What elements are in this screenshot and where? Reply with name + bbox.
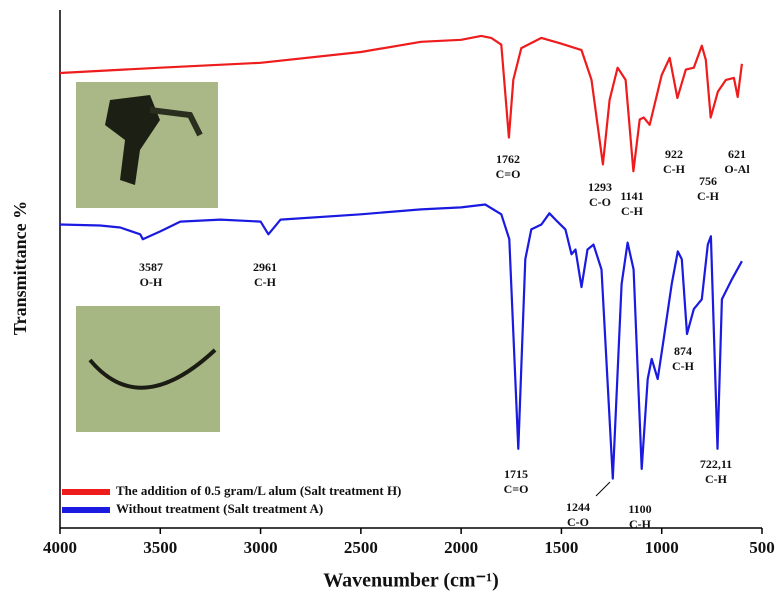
- inset-photo-bottom: [76, 306, 220, 432]
- peak-bond: C-H: [663, 162, 686, 176]
- x-tick-label: 3000: [244, 538, 278, 557]
- y-axis-label: Transmittance %: [10, 201, 30, 335]
- peak-bond: C-H: [621, 204, 644, 218]
- spectrum-line: [59, 34, 743, 173]
- peak-label: 922: [665, 147, 683, 161]
- peak-label: 722,11: [700, 457, 732, 471]
- peak-bond: C-H: [705, 472, 728, 486]
- peak-label: 1293: [588, 180, 612, 194]
- arrow: [595, 481, 611, 497]
- x-tick-label: 2000: [444, 538, 478, 557]
- peak-label: 1141: [620, 189, 643, 203]
- x-tick-label: 3500: [143, 538, 177, 557]
- legend-swatch: [62, 507, 110, 513]
- peak-bond: C-H: [254, 275, 277, 289]
- peak-bond: C-O: [567, 515, 589, 529]
- peak-label: 621: [728, 147, 746, 161]
- peak-bond: O-Al: [724, 162, 750, 176]
- peak-label: 2961: [253, 260, 277, 274]
- inset-photo-top: [76, 82, 218, 208]
- legend-label: The addition of 0.5 gram/L alum (Salt tr…: [116, 483, 401, 498]
- peak-bond: C-O: [589, 195, 611, 209]
- peak-label: 3587: [139, 260, 163, 274]
- x-axis-label: Wavenumber (cm⁻¹): [323, 570, 499, 592]
- x-tick-label: 500: [749, 538, 775, 557]
- peak-bond: C-H: [672, 359, 695, 373]
- peak-bond: C=O: [496, 167, 521, 181]
- legend-swatch: [62, 489, 110, 495]
- peak-bond: C-H: [629, 517, 652, 531]
- peak-label: 874: [674, 344, 692, 358]
- legend-label: Without treatment (Salt treatment A): [116, 501, 323, 516]
- peak-label: 1100: [628, 502, 651, 516]
- x-tick-label: 4000: [43, 538, 77, 557]
- x-tick-label: 1500: [544, 538, 578, 557]
- x-tick-label: 1000: [645, 538, 679, 557]
- peak-bond: O-H: [140, 275, 163, 289]
- peak-label: 1762: [496, 152, 520, 166]
- peak-bond: C-H: [697, 189, 720, 203]
- peak-label: 756: [699, 174, 717, 188]
- peak-label: 1715: [504, 467, 528, 481]
- x-tick-label: 2500: [344, 538, 378, 557]
- peak-label: 1244: [566, 500, 590, 514]
- peak-bond: C=O: [504, 482, 529, 496]
- spectrum-line: [59, 203, 743, 480]
